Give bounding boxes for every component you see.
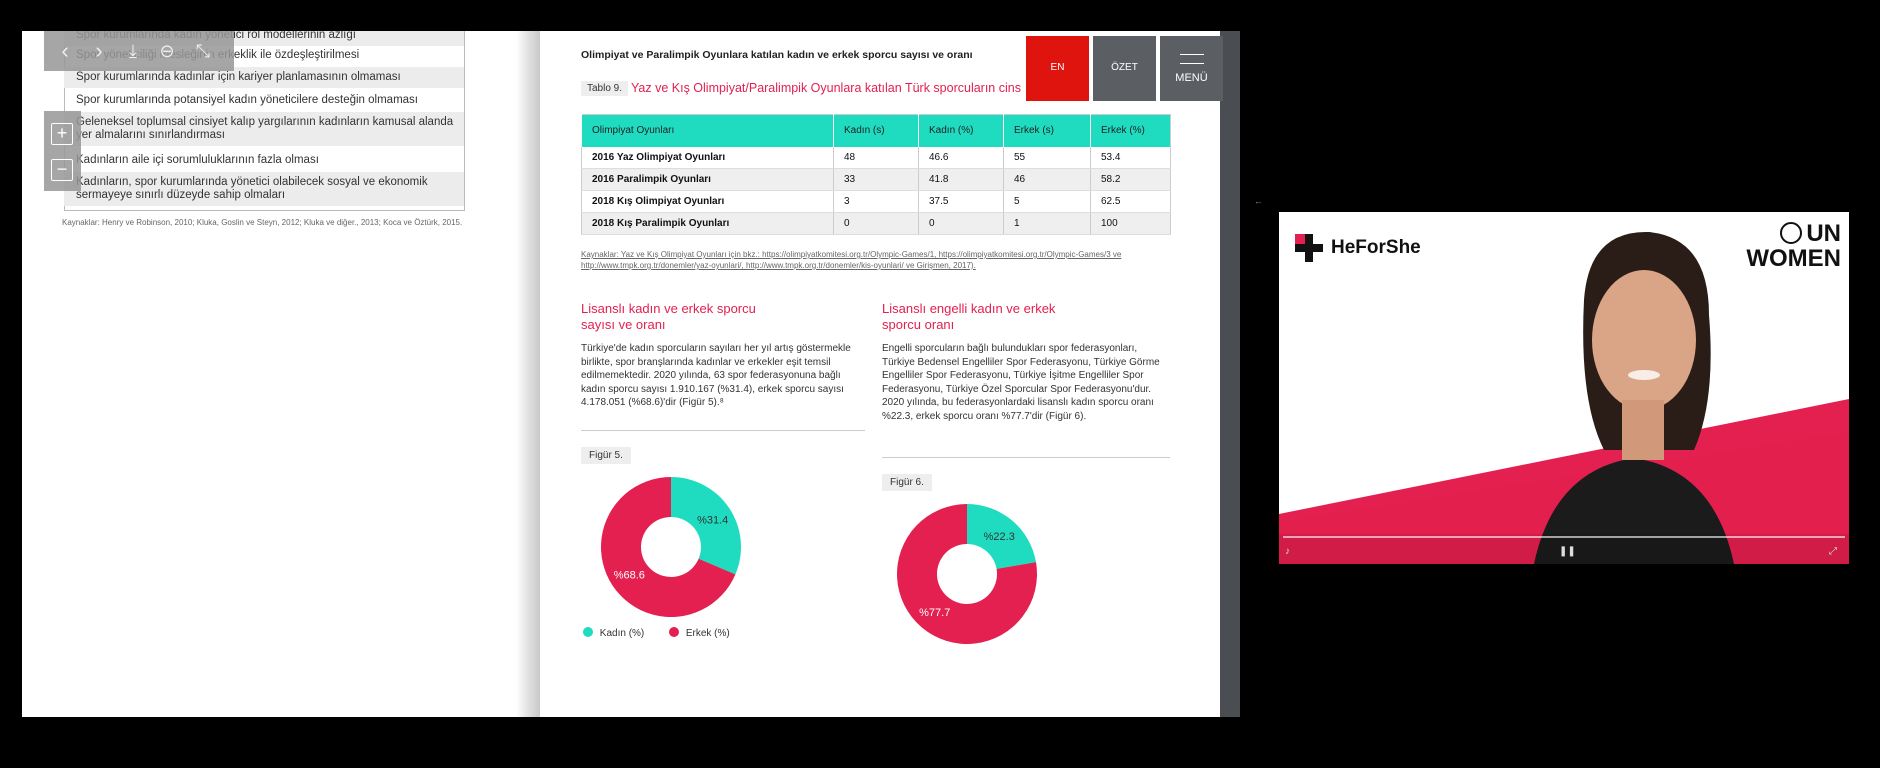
column-header: Kadın (s): [833, 114, 919, 147]
table-cell: 46.6: [918, 146, 1004, 169]
table-cell: 0: [918, 212, 1004, 235]
legend-label-women: Kadın (%): [599, 628, 645, 639]
viewer-scrollbar[interactable]: [1220, 31, 1240, 717]
table-cell: 2016 Paralimpik Oyunları: [581, 168, 834, 191]
donut-chart-fig5: %31.4 %68.6: [601, 477, 741, 617]
right-page: Olimpiyat ve Paralimpik Oyunlara katılan…: [540, 31, 1240, 717]
table-row: 2016 Yaz Olimpiyat Oyunları 48 46.6 55 5…: [581, 146, 1171, 169]
figure-label: Figür 6.: [882, 474, 932, 491]
pie-slice-women: [671, 477, 741, 575]
table-cell: 2018 Kış Olimpiyat Oyunları: [581, 190, 834, 213]
divider: [882, 457, 1170, 458]
column-header: Erkek (%): [1090, 114, 1171, 147]
next-page-button[interactable]: ›: [95, 38, 103, 63]
pie-slice-men: [601, 477, 736, 617]
hamburger-icon: [1179, 54, 1204, 64]
table-row: 2016 Paralimpik Oyunları 33 41.8 46 58.2: [581, 168, 1171, 191]
table-cell: 62.5: [1090, 190, 1171, 213]
slice-label-women: %22.3: [984, 531, 1015, 543]
slice-label-men: %77.7: [919, 607, 950, 619]
olympic-table: Olimpiyat Oyunları Kadın (s) Kadın (%) E…: [581, 114, 1171, 235]
left-source-note: Kaynaklar: Henry ve Robinson, 2010; Kluk…: [62, 218, 463, 227]
heforshe-wordmark: HeForShe: [1331, 237, 1421, 258]
collapse-arrow-icon[interactable]: ←: [1254, 196, 1263, 206]
un-women-logo: UN WOMEN: [1691, 222, 1841, 273]
un-emblem-icon: [1779, 222, 1802, 244]
document-viewer: Spor kurumlarında kadın yönetici rol mod…: [22, 31, 1240, 717]
list-item: Geleneksel toplumsal cinsiyet kalıp yarg…: [64, 112, 464, 146]
menu-button[interactable]: MENÜ: [1160, 36, 1223, 101]
prev-page-button[interactable]: ‹: [61, 38, 69, 63]
un-wordmark: UN: [1806, 220, 1841, 247]
table-cell: 46: [1003, 168, 1091, 191]
ozet-button[interactable]: ÖZET: [1093, 36, 1156, 101]
expand-icon[interactable]: ⤢: [1829, 546, 1837, 557]
legend-label-men: Erkek (%): [685, 628, 730, 639]
table-cell: 5: [1003, 190, 1091, 213]
heforshe-mark-icon: [1295, 234, 1323, 262]
page-gutter: [516, 31, 540, 717]
table-title: Yaz ve Kış Olimpiyat/Paralimpik Oyunlara…: [631, 81, 1021, 95]
section-title-disabled: Lisanslı engelli kadın ve erkek sporcu o…: [882, 301, 1056, 332]
chart-legend: Kadın (%) Erkek (%): [583, 627, 730, 639]
table-cell: 2018 Kış Paralimpik Oyunları: [581, 212, 834, 235]
donut-chart-fig6: %22.3 %77.7: [897, 504, 1037, 644]
zoom-controls: + −: [44, 111, 81, 191]
zoom-out-button[interactable]: −: [51, 159, 73, 181]
en-button-label: EN: [1050, 62, 1065, 73]
table-header-row: Olimpiyat Oyunları Kadın (s) Kadın (%) E…: [581, 114, 1171, 147]
progress-track[interactable]: [1283, 536, 1845, 538]
slice-label-men: %68.6: [614, 570, 645, 582]
table-source-note[interactable]: Kaynaklar: Yaz ve Kış Olimpiyat Oyunları…: [581, 250, 1122, 270]
table-cell: 53.4: [1090, 146, 1171, 169]
table-cell: 100: [1090, 212, 1171, 235]
ozet-button-label: ÖZET: [1111, 62, 1138, 73]
table-cell: 1: [1003, 212, 1091, 235]
page-header-title: Olimpiyat ve Paralimpik Oyunlara katılan…: [581, 49, 973, 61]
table-cell: 41.8: [918, 168, 1004, 191]
volume-icon[interactable]: ♪: [1285, 546, 1290, 557]
table-row: 2018 Kış Olimpiyat Oyunları 3 37.5 5 62.…: [581, 190, 1171, 213]
pie-slice-men: [897, 504, 1037, 644]
slice-label-women: %31.4: [697, 514, 728, 526]
fullscreen-icon[interactable]: ⤡: [195, 41, 211, 61]
heforshe-logo: HeForShe: [1295, 234, 1421, 262]
table-cell: 37.5: [918, 190, 1004, 213]
menu-button-label: MENÜ: [1175, 72, 1208, 84]
section-body-licensed: Türkiye'de kadın sporcuların sayıları he…: [581, 343, 851, 408]
column-header: Erkek (s): [1003, 114, 1091, 147]
section-title-licensed: Lisanslı kadın ve erkek sporcu sayısı ve…: [581, 301, 756, 332]
table-tag: Tablo 9.: [581, 81, 629, 96]
table-cell: 2016 Yaz Olimpiyat Oyunları: [581, 146, 834, 169]
table-cell: 58.2: [1090, 168, 1171, 191]
column-header: Kadın (%): [918, 114, 1004, 147]
viewer-toolbar: ‹ › ⤓ ⊖ ⤡: [44, 31, 234, 71]
table-cell: 33: [833, 168, 919, 191]
pie-slice-women: [967, 504, 1036, 569]
list-item: Kadınların, spor kurumlarında yönetici o…: [64, 172, 464, 206]
play-pause-icon[interactable]: ❚❚: [1559, 546, 1576, 557]
video-controls: ♪ ❚❚ ⤢: [1279, 534, 1849, 564]
table-cell: 48: [833, 146, 919, 169]
table-cell: 3: [833, 190, 919, 213]
video-panel: HeForShe UN WOMEN ♪ ❚❚ ⤢: [1279, 212, 1849, 564]
table-cell: 55: [1003, 146, 1091, 169]
women-wordmark: WOMEN: [1746, 245, 1841, 272]
list-item: Spor kurumlarında kadınlar için kariyer …: [64, 67, 464, 88]
table-row: 2018 Kış Paralimpik Oyunları 0 0 1 100: [581, 212, 1171, 235]
legend-swatch-women: [583, 627, 593, 637]
zoom-out-icon[interactable]: ⊖: [159, 41, 175, 61]
figure-label: Figür 5.: [581, 447, 631, 464]
list-item: Spor kurumlarında potansiyel kadın yönet…: [76, 94, 418, 106]
divider: [581, 430, 865, 431]
en-button[interactable]: EN: [1026, 36, 1089, 101]
download-icon[interactable]: ⤓: [129, 41, 137, 61]
legend-swatch-men: [669, 627, 680, 637]
section-body-disabled: Engelli sporcuların bağlı bulundukları s…: [882, 343, 1160, 422]
list-item: Kadınların aile içi sorumluluklarının fa…: [76, 154, 319, 166]
column-header: Olimpiyat Oyunları: [581, 114, 834, 147]
table-cell: 0: [833, 212, 919, 235]
left-page: Spor kurumlarında kadın yönetici rol mod…: [22, 31, 516, 717]
zoom-in-button[interactable]: +: [51, 123, 73, 145]
